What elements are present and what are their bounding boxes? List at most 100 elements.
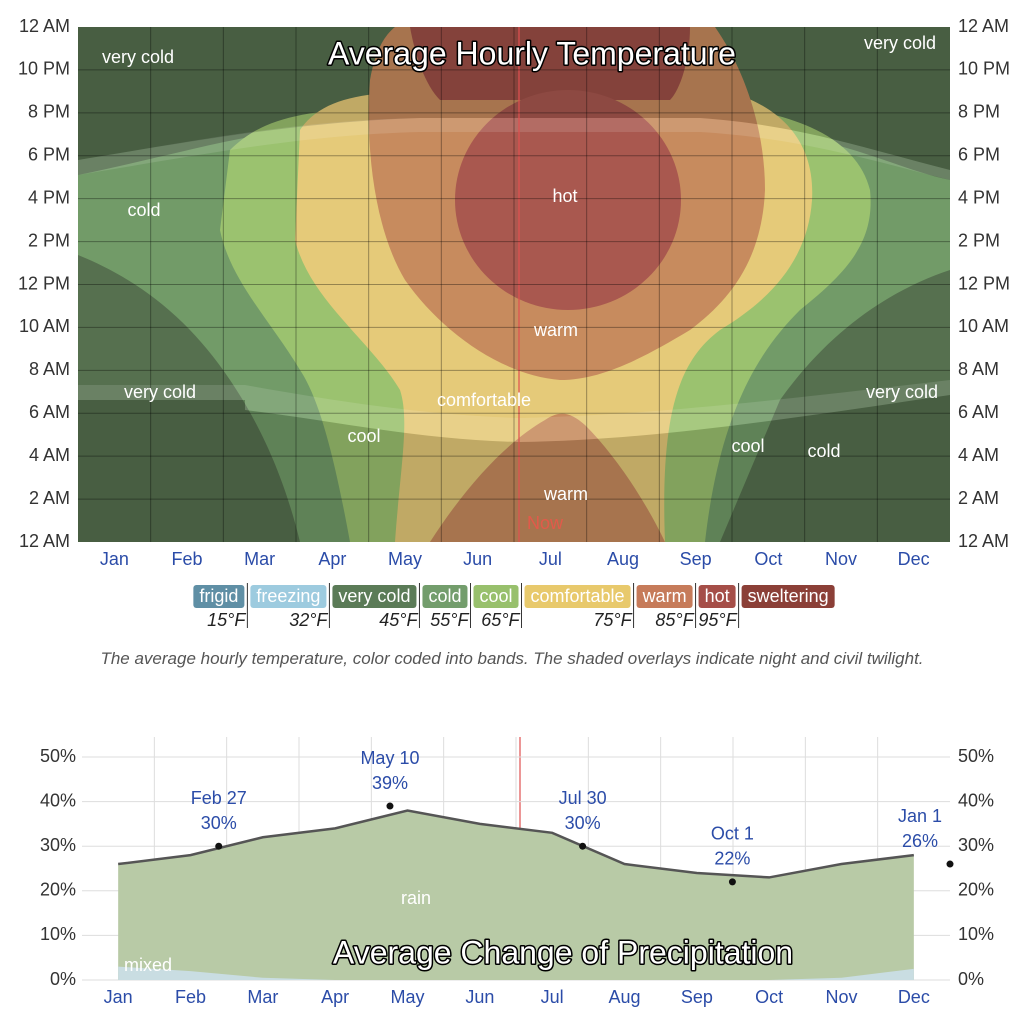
x-tick-label: Aug	[608, 987, 640, 1007]
legend-label: freezing	[256, 586, 320, 606]
x-tick-label: Mar	[244, 549, 275, 569]
y-tick-label: 6 PM	[28, 145, 70, 165]
now-label: Now	[527, 513, 564, 533]
x-tick-label: Sep	[681, 987, 713, 1007]
threshold-label: 65°F	[481, 610, 520, 630]
y-tick-label: 2 PM	[28, 230, 70, 250]
legend-label: comfortable	[531, 586, 625, 606]
threshold-label: 95°F	[698, 610, 737, 630]
y-tick-label: 12 AM	[19, 16, 70, 36]
chart-title: Average Change of Precipitation	[333, 934, 793, 970]
y-tick-label: 8 PM	[958, 102, 1000, 122]
legend-swatch	[524, 585, 631, 608]
x-tick-label: Nov	[825, 987, 857, 1007]
region-label: warm	[543, 484, 588, 504]
legend-swatch	[741, 585, 835, 608]
x-tick-label: Dec	[898, 549, 930, 569]
x-tick-label: May	[388, 549, 422, 569]
x-tick-label: Apr	[321, 987, 349, 1007]
legend-label: sweltering	[748, 586, 829, 606]
area	[118, 810, 914, 980]
legend-label: warm	[642, 586, 687, 606]
y-tick-label: 6 AM	[29, 402, 70, 422]
y-tick-label: 2 PM	[958, 230, 1000, 250]
area	[118, 966, 914, 980]
x-tick-label: Jun	[465, 987, 494, 1007]
y-tick-label: 2 AM	[29, 488, 70, 508]
y-tick-label: 4 PM	[958, 187, 1000, 207]
y-tick-label: 4 AM	[958, 445, 999, 465]
grid	[78, 27, 950, 542]
legend-label: cool	[479, 586, 512, 606]
x-tick-label: Mar	[247, 987, 278, 1007]
region-label: cool	[347, 426, 380, 446]
legend-swatch	[698, 585, 736, 608]
legend-swatch	[636, 585, 693, 608]
temperature-bands	[78, 27, 950, 542]
y-tick-label: 8 AM	[958, 359, 999, 379]
annotation-date: Feb 27	[191, 788, 247, 808]
region-label: warm	[533, 320, 578, 340]
chart-title: Average Hourly Temperature	[328, 35, 736, 71]
x-tick-label: Apr	[318, 549, 346, 569]
threshold-label: 85°F	[655, 610, 694, 630]
y-tick-label: 6 AM	[958, 402, 999, 422]
threshold-label: 45°F	[379, 610, 418, 630]
series-label: rain	[401, 888, 431, 908]
y-tick-label: 12 AM	[958, 16, 1009, 36]
y-tick-label: 4 AM	[29, 445, 70, 465]
x-tick-label: Oct	[754, 549, 782, 569]
region-label: very cold	[866, 382, 938, 402]
region-label: hot	[552, 186, 577, 206]
legend-label: frigid	[199, 586, 238, 606]
y-tick-label: 50%	[958, 746, 994, 766]
y-tick-label: 12 PM	[958, 273, 1010, 293]
legend-swatch	[422, 585, 468, 608]
y-tick-label: 40%	[40, 790, 76, 810]
annotation-date: Oct 1	[711, 824, 754, 844]
x-tick-label: Feb	[175, 987, 206, 1007]
threshold-label: 32°F	[289, 610, 328, 630]
twilight-overlay	[78, 118, 950, 180]
caption: The average hourly temperature, color co…	[100, 649, 924, 668]
x-tick-label: Jul	[541, 987, 564, 1007]
y-tick-label: 50%	[40, 746, 76, 766]
y-tick-label: 0%	[958, 969, 984, 989]
legend-swatch	[193, 585, 245, 608]
x-tick-label: Jan	[100, 549, 129, 569]
annotation-value: 22%	[714, 849, 750, 869]
y-tick-label: 10 AM	[958, 316, 1009, 336]
y-tick-label: 12 PM	[18, 273, 70, 293]
y-tick-label: 10%	[958, 924, 994, 944]
annotation-point	[386, 802, 394, 810]
y-tick-label: 8 AM	[29, 359, 70, 379]
band-hot	[455, 90, 681, 310]
night-overlay	[78, 27, 950, 170]
y-tick-label: 30%	[40, 835, 76, 855]
legend-label: cold	[428, 586, 461, 606]
y-tick-label: 2 AM	[958, 488, 999, 508]
twilight-overlay	[78, 380, 950, 442]
y-tick-label: 12 AM	[958, 531, 1009, 551]
threshold-label: 75°F	[593, 610, 632, 630]
y-tick-label: 6 PM	[958, 145, 1000, 165]
annotation-value: 39%	[372, 773, 408, 793]
region-label: cold	[807, 441, 840, 461]
region-label: very cold	[102, 47, 174, 67]
legend-swatch	[473, 585, 519, 608]
line	[118, 809, 914, 879]
x-tick-label: Sep	[680, 549, 712, 569]
y-tick-label: 10 PM	[18, 59, 70, 79]
x-tick-label: Aug	[607, 549, 639, 569]
threshold-label: 55°F	[430, 610, 469, 630]
x-tick-label: Dec	[898, 987, 930, 1007]
x-tick-label: Jun	[463, 549, 492, 569]
y-tick-label: 30%	[958, 835, 994, 855]
annotation-point	[215, 842, 223, 850]
x-tick-label: Jul	[539, 549, 562, 569]
y-tick-label: 20%	[40, 880, 76, 900]
y-tick-label: 10 AM	[19, 316, 70, 336]
annotation-date: May 10	[360, 748, 419, 768]
